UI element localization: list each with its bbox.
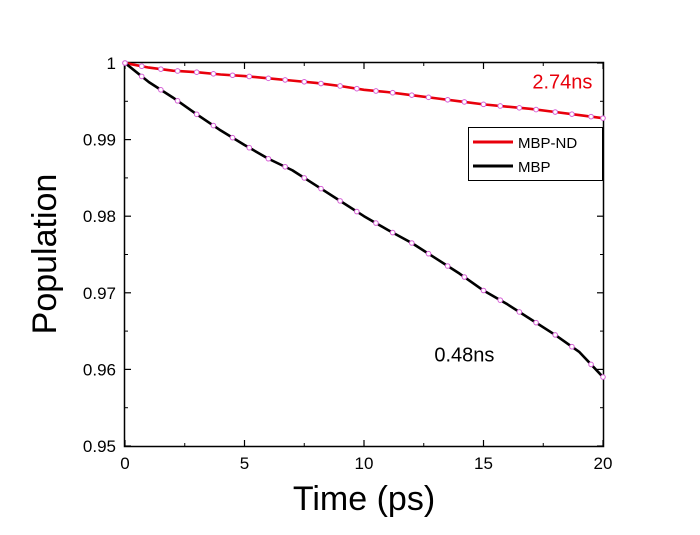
fit-marker (122, 60, 128, 66)
fit-marker (301, 175, 308, 181)
fit-marker (588, 113, 594, 120)
fit-marker (158, 66, 164, 72)
fit-marker (461, 274, 468, 280)
x-axis-title: Time (ps) (293, 480, 435, 518)
annotation-label: 2.74ns (532, 71, 592, 93)
x-tick-label: 0 (120, 454, 129, 473)
y-tick-label: 0.98 (83, 207, 116, 226)
fit-marker (301, 78, 308, 85)
fit-marker (600, 115, 606, 121)
fit-marker (193, 69, 200, 75)
fit-marker (409, 92, 415, 98)
fit-marker (265, 155, 272, 162)
fit-marker (210, 122, 217, 129)
fit-marker (373, 88, 379, 94)
series-lines (123, 61, 605, 379)
fit-marker (461, 99, 468, 105)
fit-marker (318, 185, 324, 192)
x-tick-label: 20 (594, 454, 613, 473)
fit-marker (409, 240, 415, 246)
fit-marker (373, 220, 379, 226)
fit-markers (122, 60, 606, 380)
fit-marker (444, 263, 451, 269)
fit-marker (588, 361, 594, 368)
fit-marker (337, 198, 343, 204)
fit-marker (246, 73, 253, 80)
fit-marker (265, 75, 272, 82)
x-tick-label: 10 (355, 454, 374, 473)
fit-marker (318, 80, 324, 87)
legend-label-mbp-nd: MBP-ND (518, 135, 577, 152)
y-tick-label: 1 (107, 54, 116, 73)
x-tick-label: 15 (474, 454, 493, 473)
fit-marker (282, 163, 288, 170)
fit-marker (158, 87, 164, 93)
fit-marker (138, 63, 145, 70)
legend-label-mbp: MBP (518, 159, 551, 176)
fit-marker (210, 71, 217, 77)
fit-marker (354, 85, 360, 92)
fit-marker (569, 111, 575, 117)
y-tick-label: 0.96 (83, 360, 116, 379)
fit-marker (138, 73, 145, 80)
fit-marker (174, 68, 181, 74)
fit-marker (425, 250, 432, 257)
plot-frame (123, 61, 605, 448)
fit-marker (354, 208, 360, 215)
fit-marker (444, 96, 451, 103)
legend-box (468, 127, 603, 181)
fit-marker (480, 101, 487, 108)
fit-marker (229, 134, 236, 141)
series-line-mbp-nd (123, 61, 605, 120)
fit-marker (229, 72, 236, 79)
y-tick-label: 0.99 (83, 131, 116, 150)
fit-marker (552, 332, 559, 338)
annotation-label: 0.48ns (434, 345, 494, 367)
fit-marker (337, 83, 343, 89)
fit-marker (497, 103, 504, 109)
fit-marker (516, 309, 523, 315)
fit-marker (389, 89, 396, 96)
y-tick-label: 0.95 (83, 437, 116, 456)
fit-marker (497, 297, 504, 303)
fit-marker (552, 109, 559, 115)
y-tick-label: 0.97 (83, 284, 116, 303)
fit-marker (569, 343, 575, 350)
fit-marker (174, 98, 181, 104)
legend: MBP-ND MBP (468, 127, 603, 181)
fit-marker (193, 111, 200, 118)
fit-marker (600, 374, 606, 380)
series-line-mbp (123, 61, 605, 379)
fit-marker (533, 106, 539, 113)
fit-marker (533, 319, 539, 326)
fit-marker (425, 94, 432, 101)
fit-marker (246, 144, 253, 151)
y-axis-title: Population (26, 174, 64, 335)
x-axis-ticks: 0 5 10 15 20 (120, 63, 612, 473)
fit-marker (282, 77, 288, 83)
fit-marker (389, 229, 396, 236)
annotations: 2.74ns 0.48ns (434, 71, 592, 366)
x-tick-label: 5 (240, 454, 249, 473)
fit-marker (480, 287, 487, 294)
fit-marker (516, 105, 523, 111)
y-axis-ticks: 0.95 0.96 0.97 0.98 0.99 1 (83, 54, 603, 456)
